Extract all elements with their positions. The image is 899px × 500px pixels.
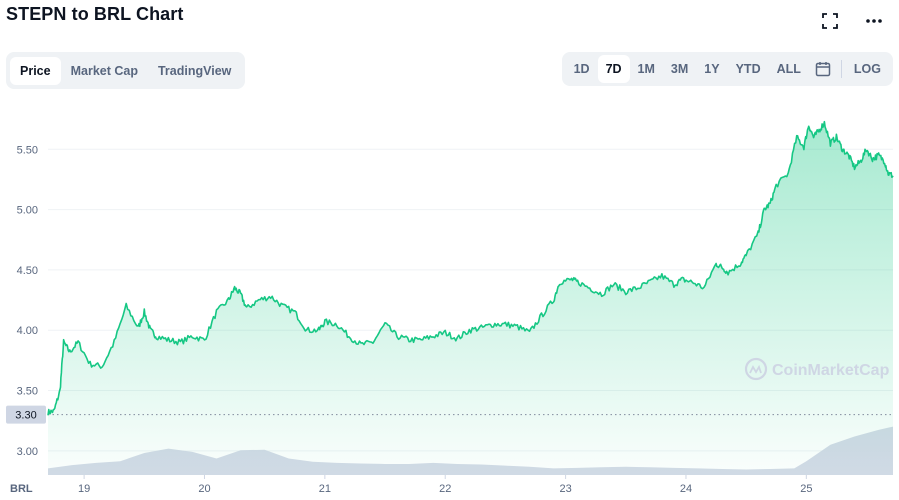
x-tick-label: 21 xyxy=(319,483,331,495)
reference-price-tag: 3.30 xyxy=(6,405,46,424)
price-line xyxy=(47,120,894,416)
y-tick-label: 3.50 xyxy=(17,386,38,398)
y-tick-label: 4.50 xyxy=(17,265,38,277)
range-ytd[interactable]: YTD xyxy=(735,62,761,76)
range-1m[interactable]: 1M xyxy=(637,62,655,76)
time-range-selector: 1D 7D 1M 3M 1Y YTD ALL LOG xyxy=(561,52,893,86)
x-tick-label: 25 xyxy=(800,483,812,495)
y-tick-label: 3.00 xyxy=(17,446,38,458)
tab-market-cap[interactable]: Market Cap xyxy=(70,63,138,78)
log-scale-toggle[interactable]: LOG xyxy=(853,62,881,76)
reference-tag-bg xyxy=(6,405,46,424)
range-3m[interactable]: 3M xyxy=(670,62,689,76)
price-area-fill xyxy=(48,121,893,475)
calendar-icon[interactable] xyxy=(809,61,837,77)
x-tick-label: 20 xyxy=(198,483,210,495)
fullscreen-icon[interactable] xyxy=(819,10,841,32)
more-horizontal-icon[interactable] xyxy=(863,10,885,32)
x-tick-label: 19 xyxy=(78,483,90,495)
price-area xyxy=(48,121,893,475)
reference-tag-label: 3.30 xyxy=(15,410,36,422)
chart-type-tabs: Price Market Cap TradingView xyxy=(6,52,246,89)
range-7d[interactable]: 7D xyxy=(597,55,630,83)
chart-title: STEPN to BRL Chart xyxy=(6,4,184,24)
x-tick-label: 24 xyxy=(680,483,692,495)
header-actions xyxy=(819,10,885,32)
range-divider xyxy=(840,60,842,78)
price-series xyxy=(47,120,894,416)
range-1y[interactable]: 1Y xyxy=(704,62,720,76)
range-all[interactable]: ALL xyxy=(776,62,801,76)
x-axis: 19 20 21 22 23 24 25 xyxy=(78,475,812,495)
x-tick-label: 23 xyxy=(559,483,571,495)
coinmarketcap-logo-icon xyxy=(744,357,768,381)
y-axis: 5.50 5.00 4.50 4.00 3.50 3.00 xyxy=(17,144,38,458)
x-tick-label: 22 xyxy=(439,483,451,495)
tab-tradingview[interactable]: TradingView xyxy=(157,63,232,78)
currency-label: BRL xyxy=(10,483,33,495)
y-tick-label: 5.50 xyxy=(17,144,38,156)
coinmarketcap-watermark: CoinMarketCap xyxy=(744,357,890,381)
y-tick-label: 5.00 xyxy=(17,205,38,217)
watermark-text: CoinMarketCap xyxy=(772,362,890,379)
y-tick-label: 4.00 xyxy=(17,325,38,337)
range-1d[interactable]: 1D xyxy=(573,62,590,76)
tab-price[interactable]: Price xyxy=(10,56,61,85)
